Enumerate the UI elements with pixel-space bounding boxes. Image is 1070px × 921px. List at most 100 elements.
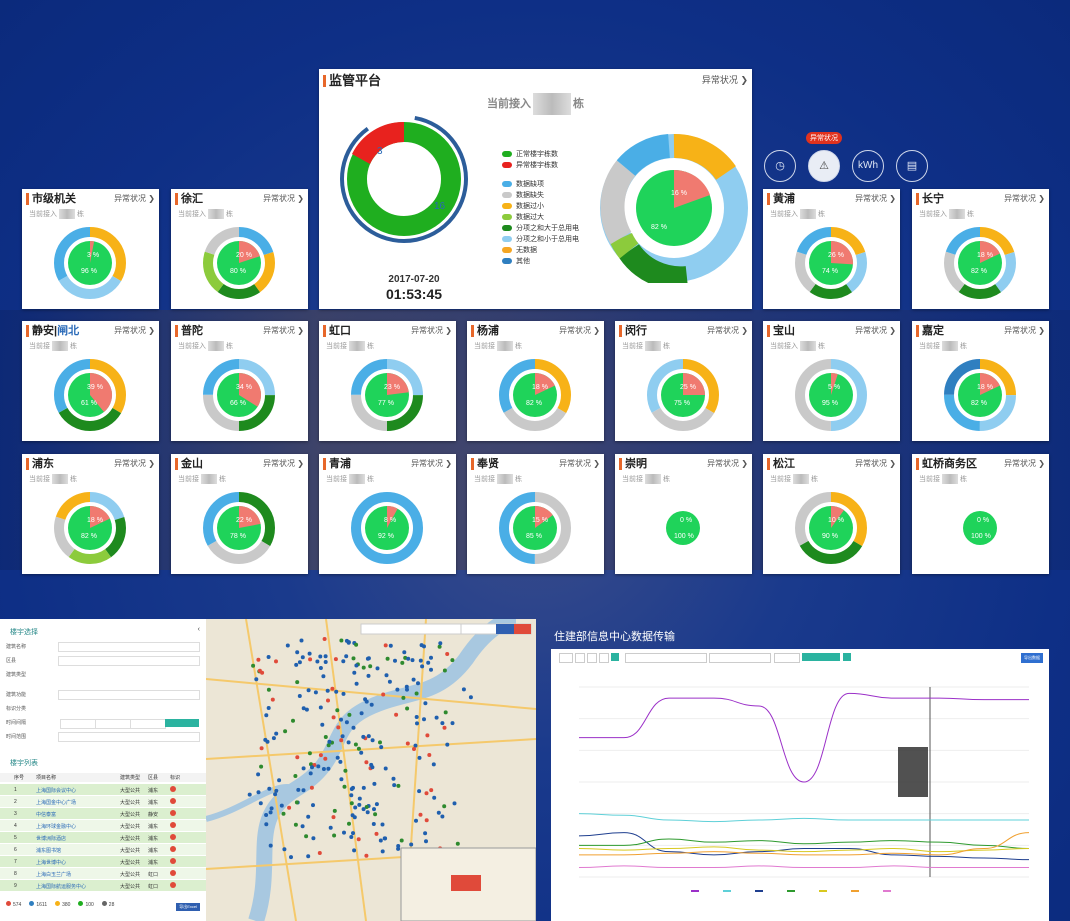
building-marker[interactable] (374, 802, 379, 807)
toolbar-button-active[interactable] (611, 653, 619, 661)
anomaly-link[interactable]: 异常状况 ❯ (855, 194, 896, 203)
building-marker[interactable] (366, 673, 371, 678)
map-canvas[interactable] (206, 619, 536, 921)
legend-swatch[interactable] (851, 890, 859, 892)
anomaly-link[interactable]: 异常状况 ❯ (263, 326, 304, 335)
building-marker[interactable] (306, 854, 311, 859)
building-marker[interactable] (331, 815, 336, 820)
legend-swatch[interactable] (723, 890, 731, 892)
column-header[interactable]: 序号 (14, 775, 25, 781)
legend-item[interactable]: 无数据 (502, 245, 579, 256)
kwh-icon[interactable]: kWh (852, 150, 884, 182)
toolbar-button[interactable] (559, 653, 573, 663)
anomaly-link[interactable]: 异常状况 ❯ (855, 326, 896, 335)
district-panel-changning[interactable]: 长宁 异常状况 ❯ 当前接入栋 18 % 82 % (912, 189, 1049, 309)
district-panel-yangpu[interactable]: 杨浦 异常状况 ❯ 当前接栋 18 % 82 % (467, 321, 604, 441)
legend-item[interactable]: 数据过小 (502, 201, 579, 212)
building-marker[interactable] (294, 800, 299, 805)
table-row[interactable]: 5 世博洲际酒店 大型公共 浦东 (0, 832, 206, 843)
building-marker[interactable] (461, 687, 466, 692)
building-marker[interactable] (383, 643, 388, 648)
building-marker[interactable] (429, 667, 433, 672)
building-marker[interactable] (450, 658, 455, 663)
field-input[interactable] (58, 656, 200, 666)
building-marker[interactable] (369, 702, 374, 707)
building-marker[interactable] (313, 690, 318, 695)
building-marker[interactable] (336, 725, 341, 730)
building-marker[interactable] (326, 743, 331, 748)
building-marker[interactable] (310, 765, 314, 770)
building-marker[interactable] (384, 673, 389, 678)
building-marker[interactable] (264, 813, 269, 817)
anomaly-link[interactable]: 异常状况 ❯ (559, 326, 600, 335)
anomaly-link[interactable]: 异常状况 ❯ (263, 459, 304, 468)
field-input[interactable] (58, 732, 200, 742)
building-marker[interactable] (356, 746, 361, 751)
column-header[interactable]: 区县 (148, 775, 159, 781)
building-marker[interactable] (270, 697, 275, 702)
report-icon[interactable]: ▤ (896, 150, 928, 182)
building-marker[interactable] (418, 812, 423, 817)
building-marker[interactable] (375, 666, 380, 671)
table-cell[interactable]: 浦东图书馆 (36, 848, 62, 854)
building-marker[interactable] (352, 848, 357, 853)
building-marker[interactable] (256, 772, 261, 777)
building-marker[interactable] (332, 833, 337, 838)
anomaly-link[interactable]: 异常状况 ❯ (855, 459, 896, 468)
building-marker[interactable] (413, 743, 418, 748)
building-marker[interactable] (308, 771, 313, 776)
table-cell[interactable]: 世博洲际酒店 (36, 836, 67, 842)
building-marker[interactable] (344, 654, 349, 659)
building-marker[interactable] (339, 777, 344, 782)
building-marker[interactable] (361, 807, 366, 812)
building-marker[interactable] (306, 688, 311, 693)
building-marker[interactable] (380, 822, 385, 827)
building-marker[interactable] (361, 785, 366, 790)
district-panel-putuo[interactable]: 普陀 异常状况 ❯ 当前接入栋 34 % 66 % (171, 321, 308, 441)
building-marker[interactable] (341, 691, 346, 696)
building-marker[interactable] (353, 742, 358, 747)
building-marker[interactable] (264, 822, 269, 827)
building-marker[interactable] (318, 654, 323, 659)
building-marker[interactable] (357, 802, 362, 807)
building-marker[interactable] (450, 721, 455, 726)
building-marker[interactable] (410, 658, 415, 663)
building-marker[interactable] (364, 805, 369, 809)
district-panel-songjiang[interactable]: 松江 异常状况 ❯ 当前接栋 10 % 90 % (763, 454, 900, 574)
building-marker[interactable] (425, 733, 430, 738)
building-marker[interactable] (378, 838, 383, 843)
building-marker[interactable] (293, 774, 298, 778)
building-marker[interactable] (371, 822, 376, 826)
interval-tab[interactable] (130, 719, 166, 729)
anomaly-link[interactable]: 异常状况 ❯ (263, 194, 304, 203)
building-marker[interactable] (321, 674, 326, 679)
table-cell[interactable]: 上海白玉兰广场 (36, 872, 72, 878)
collapse-icon[interactable]: ‹ (197, 626, 200, 633)
column-header[interactable]: 项目名称 (36, 775, 57, 781)
district-panel-hongqiao[interactable]: 虹桥商务区 异常状况 ❯ 当前接栋 0 % 100 % (912, 454, 1049, 574)
building-marker[interactable] (424, 791, 429, 796)
district-panel-fengxian[interactable]: 奉贤 异常状况 ❯ 当前接栋 15 % 85 % (467, 454, 604, 574)
building-marker[interactable] (247, 792, 252, 797)
building-marker[interactable] (436, 810, 441, 815)
building-marker[interactable] (339, 717, 343, 722)
building-marker[interactable] (347, 712, 352, 717)
building-marker[interactable] (440, 721, 445, 726)
building-map[interactable] (206, 619, 536, 921)
building-marker[interactable] (351, 656, 356, 661)
table-row[interactable]: 9 上海国际航运服务中心 大型公共 虹口 (0, 880, 206, 891)
building-marker[interactable] (443, 710, 448, 715)
building-marker[interactable] (393, 658, 397, 663)
table-row[interactable]: 3 中信泰富 大型公共 静安 (0, 808, 206, 819)
building-marker[interactable] (426, 660, 431, 665)
export-excel-button[interactable]: 导出Excel (176, 903, 200, 911)
building-marker[interactable] (415, 721, 419, 726)
building-marker[interactable] (296, 787, 301, 792)
building-marker[interactable] (414, 691, 419, 696)
building-marker[interactable] (423, 701, 428, 706)
export-data-button[interactable]: 导出数据 (1021, 653, 1043, 663)
building-marker[interactable] (404, 684, 409, 689)
table-row[interactable]: 7 上海世博中心 大型公共 浦东 (0, 856, 206, 867)
series-line[interactable] (579, 838, 1030, 849)
legend-item[interactable]: 数据过大 (502, 212, 579, 223)
